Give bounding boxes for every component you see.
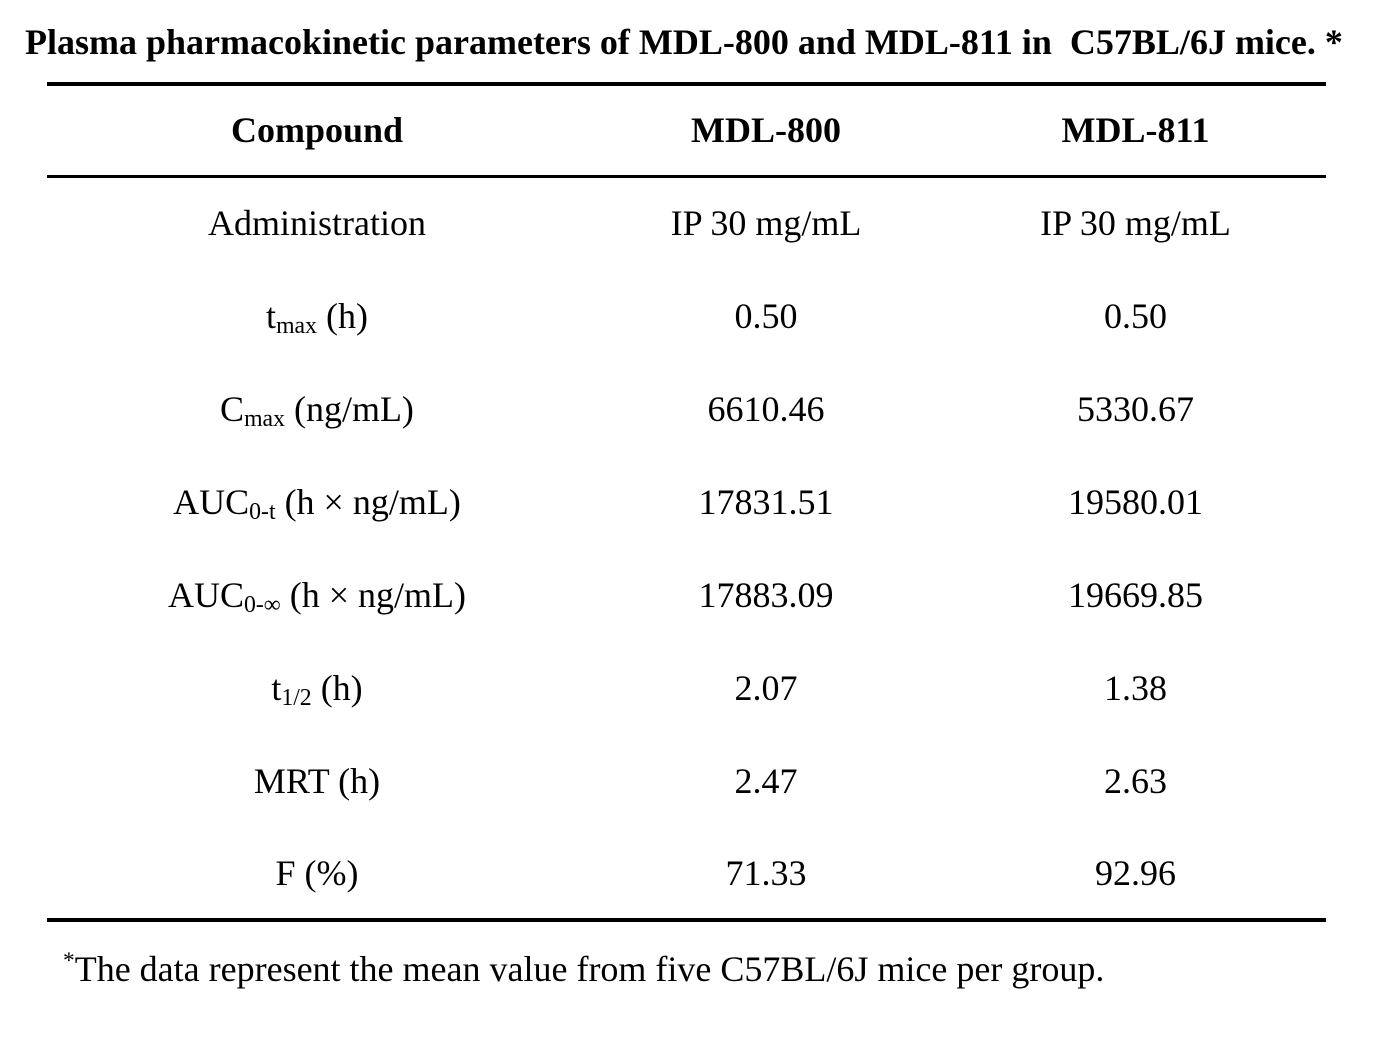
- row-label: Administration: [208, 203, 426, 244]
- cell-mdl811: 5330.67: [1077, 388, 1194, 429]
- label-subscript: 0-∞: [244, 591, 281, 618]
- table-body: Administration IP 30 mg/mL IP 30 mg/mL t…: [47, 176, 1326, 920]
- cell-mdl800: 2.47: [734, 760, 798, 801]
- row-label: AUC0-∞ (h × ng/mL): [167, 574, 466, 618]
- column-header-mdl811: MDL-811: [945, 84, 1326, 178]
- table-row-thalf: t1/2 (h) 2.07 1.38: [47, 641, 1326, 734]
- table-row-tmax: tmax (h) 0.50 0.50: [47, 269, 1326, 362]
- cell-mdl811: 19669.85: [1068, 574, 1203, 615]
- row-label: F (%): [275, 852, 359, 893]
- row-label: MRT (h): [253, 760, 381, 801]
- table-header: Compound MDL-800 MDL-811: [47, 84, 1326, 178]
- table-row-bioavailability: F (%) 71.33 92.96: [47, 827, 1326, 920]
- cell-mdl800: IP 30 mg/mL: [670, 203, 862, 244]
- cell-mdl811: 1.38: [1104, 667, 1167, 708]
- footnote: *The data represent the mean value from …: [63, 948, 1374, 991]
- table-row-cmax: Cmax (ng/mL) 6610.46 5330.67: [47, 362, 1326, 455]
- table-row-auc0inf: AUC0-∞ (h × ng/mL) 17883.09 19669.85: [47, 548, 1326, 641]
- cell-mdl811: 0.50: [1104, 295, 1167, 336]
- cell-mdl800: 17883.09: [698, 574, 834, 615]
- cell-mdl800: 6610.46: [707, 388, 825, 429]
- row-label: tmax (h): [266, 295, 368, 339]
- table-row-mrt: MRT (h) 2.47 2.63: [47, 734, 1326, 827]
- cell-mdl811: IP 30 mg/mL: [1040, 203, 1231, 244]
- label-subscript: max: [276, 312, 317, 339]
- table-row-auc0t: AUC0-t (h × ng/mL) 17831.51 19580.01: [47, 455, 1326, 548]
- pk-parameters-table: Compound MDL-800 MDL-811 Administration …: [47, 82, 1326, 922]
- cell-mdl800: 17831.51: [698, 481, 834, 522]
- row-label: t1/2 (h): [271, 667, 363, 711]
- cell-mdl811: 92.96: [1095, 852, 1176, 893]
- row-label: Cmax (ng/mL): [220, 388, 414, 432]
- label-subscript: 0-t: [249, 498, 276, 525]
- cell-mdl800: 2.07: [734, 667, 798, 708]
- header-row: Compound MDL-800 MDL-811: [47, 84, 1326, 178]
- cell-mdl811: 2.63: [1104, 760, 1167, 801]
- label-subscript: 1/2: [281, 684, 312, 711]
- column-header-mdl800: MDL-800: [587, 84, 945, 178]
- cell-mdl800: 0.50: [734, 295, 798, 336]
- column-header-compound: Compound: [47, 84, 587, 178]
- label-subscript: max: [244, 405, 285, 432]
- table-title: Plasma pharmacokinetic parameters of MDL…: [25, 22, 1343, 62]
- cell-mdl800: 71.33: [725, 852, 807, 893]
- row-label: AUC0-t (h × ng/mL): [173, 481, 461, 525]
- footnote-asterisk: *: [63, 948, 75, 975]
- footnote-text: The data represent the mean value from f…: [74, 949, 1105, 989]
- cell-mdl811: 19580.01: [1068, 481, 1203, 522]
- table-row-administration: Administration IP 30 mg/mL IP 30 mg/mL: [47, 176, 1326, 269]
